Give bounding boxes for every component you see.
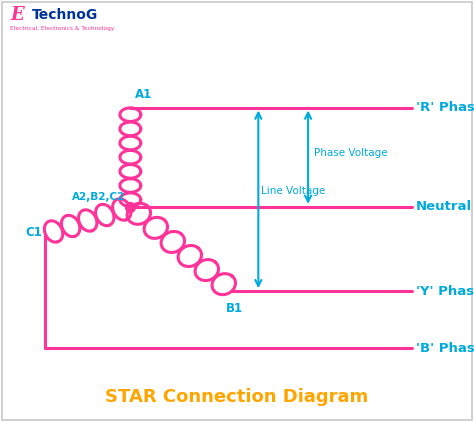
- Text: A1: A1: [135, 88, 152, 101]
- Text: Phase Voltage: Phase Voltage: [314, 148, 387, 158]
- Text: 'B' Phase: 'B' Phase: [416, 342, 474, 354]
- Text: TechnoG: TechnoG: [32, 8, 99, 22]
- Text: E: E: [10, 6, 24, 24]
- Text: Electrical, Electronics & Technology: Electrical, Electronics & Technology: [10, 26, 115, 31]
- Text: 'Y' Phase: 'Y' Phase: [416, 285, 474, 298]
- Text: Neutral: Neutral: [416, 200, 472, 213]
- Text: B1: B1: [226, 302, 243, 315]
- Text: C1: C1: [26, 226, 43, 238]
- Text: 'R' Phase: 'R' Phase: [416, 101, 474, 114]
- Text: STAR Connection Diagram: STAR Connection Diagram: [105, 388, 369, 406]
- Text: A2,B2,C2: A2,B2,C2: [72, 192, 126, 202]
- Text: Line Voltage: Line Voltage: [261, 186, 325, 196]
